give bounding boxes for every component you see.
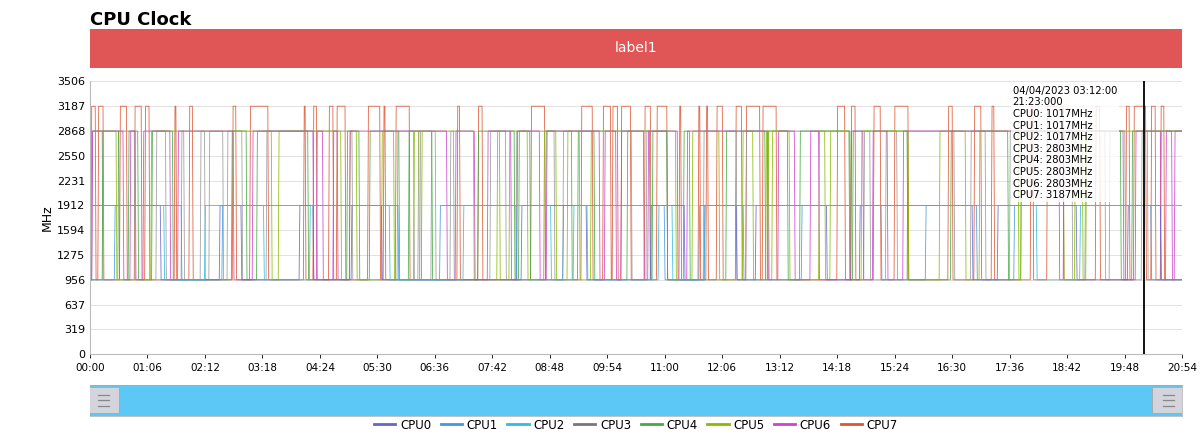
Text: 04/04/2023 03:12:00
21:23:000
CPU0: 1017MHz
CPU1: 1017MHz
CPU2: 1017MHz
CPU3: 28: 04/04/2023 03:12:00 21:23:000 CPU0: 1017… — [1013, 86, 1117, 200]
Legend: CPU0, CPU1, CPU2, CPU3, CPU4, CPU5, CPU6, CPU7: CPU0, CPU1, CPU2, CPU3, CPU4, CPU5, CPU6… — [370, 414, 902, 436]
Text: label1: label1 — [614, 41, 658, 55]
Text: CPU Clock: CPU Clock — [90, 11, 191, 29]
FancyBboxPatch shape — [86, 387, 120, 414]
Y-axis label: MHz: MHz — [41, 205, 54, 231]
FancyBboxPatch shape — [1152, 387, 1186, 414]
